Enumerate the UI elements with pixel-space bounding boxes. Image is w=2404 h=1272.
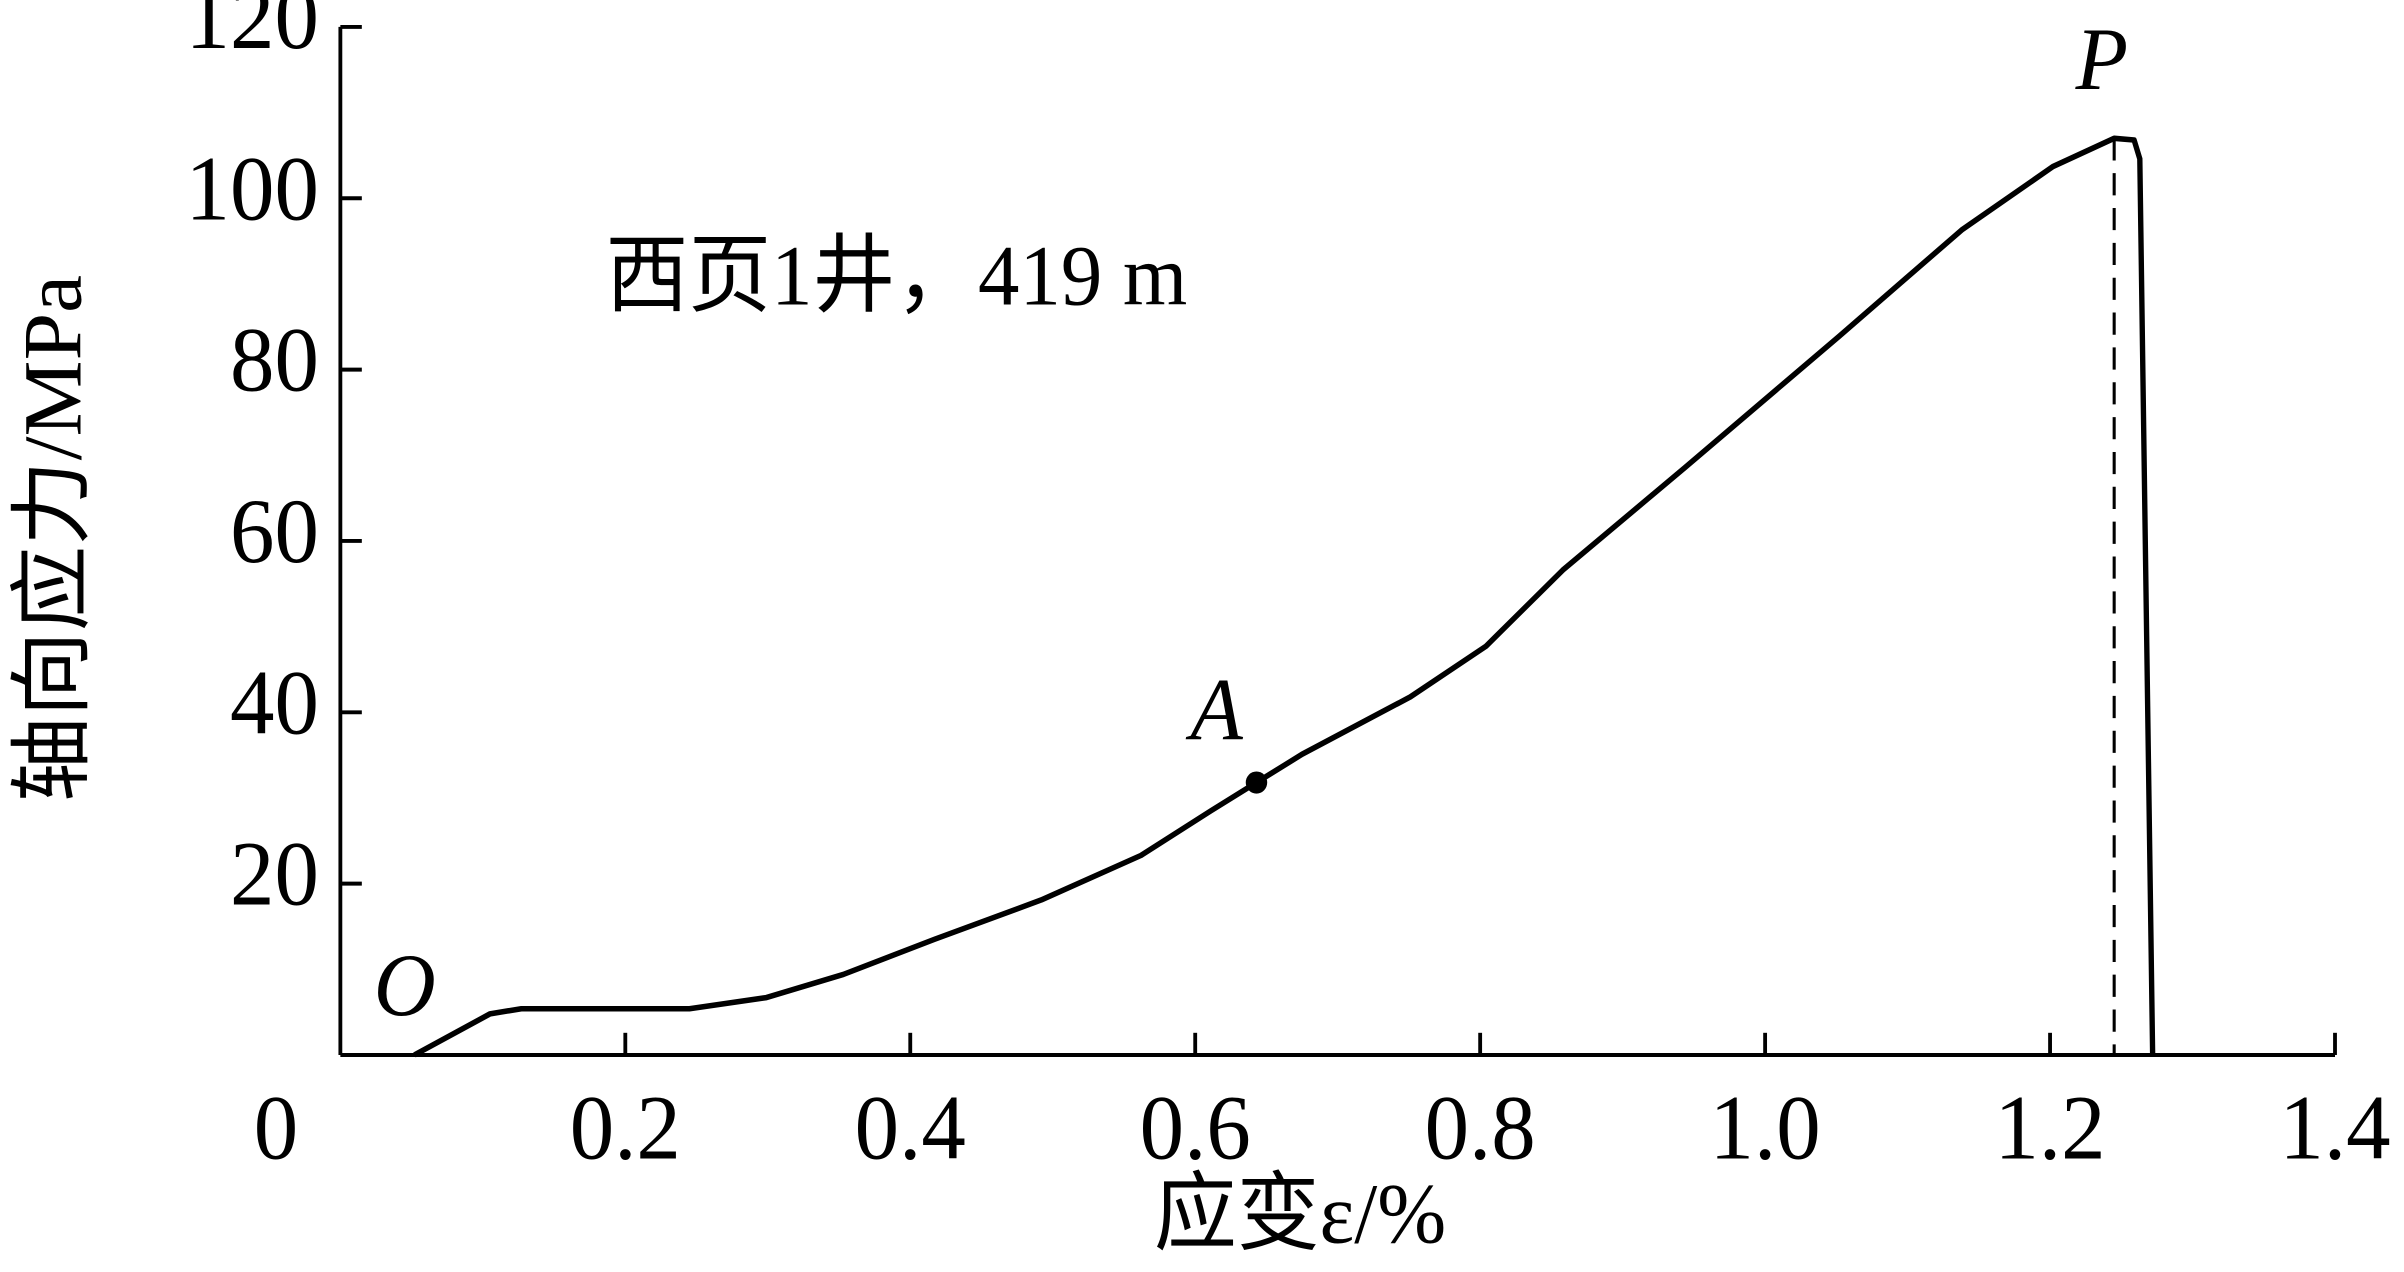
x-axis-label: 应变ε/% <box>1154 1167 1446 1262</box>
y-tick-label: 40 <box>230 651 319 754</box>
x-tick-label: 1.4 <box>2279 1076 2390 1179</box>
x-tick-label: 0.8 <box>1425 1076 1536 1179</box>
x-tick-label: 0.2 <box>570 1076 681 1179</box>
annotation: 西页1井，419 m <box>606 230 1188 325</box>
x-tick-label: 0 <box>254 1076 298 1179</box>
x-tick-label: 1.0 <box>1710 1076 1821 1179</box>
y-axis-label: 轴向应力/MPa <box>8 275 99 802</box>
point <box>1245 771 1268 794</box>
peak-label: P <box>2075 10 2128 109</box>
y-tick-label: 80 <box>230 308 319 411</box>
y-tick-label: 60 <box>230 480 319 583</box>
y-tick-label: 20 <box>230 822 319 925</box>
x-tick-label: 0.6 <box>1140 1076 1251 1179</box>
point-label: A <box>1185 660 1243 759</box>
y-tick-label: 120 <box>186 0 319 68</box>
x-tick-label: 0.4 <box>855 1076 966 1179</box>
origin-label: O <box>374 936 436 1035</box>
curve <box>413 135 2156 1058</box>
y-tick-label: 100 <box>186 137 319 240</box>
x-tick-label: 1.2 <box>1994 1076 2105 1179</box>
